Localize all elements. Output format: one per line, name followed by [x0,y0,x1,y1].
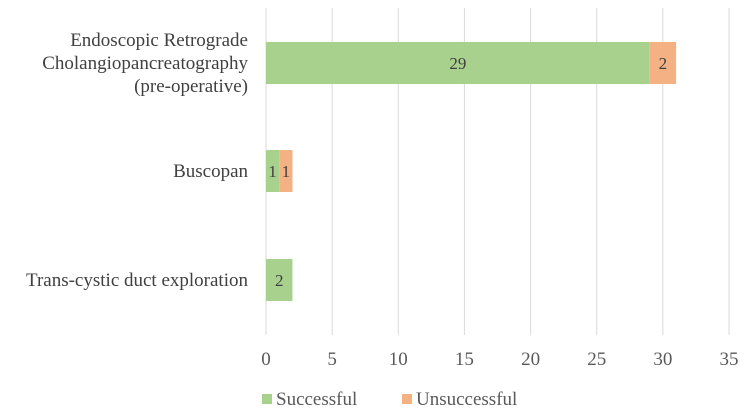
bar-successful [266,259,293,301]
category-label: Endoscopic Retrograde [70,30,248,51]
category-label: Trans-cystic duct exploration [26,270,248,291]
data-label: 1 [282,162,291,181]
bar-successful [266,42,650,84]
data-label: 2 [659,54,668,73]
legend: Successful Unsuccessful [262,389,517,410]
legend-swatch-unsuccessful [402,394,412,404]
x-tick-label: 10 [389,349,408,370]
x-tick-label: 5 [327,349,337,370]
bars [266,42,677,301]
x-tick-label: 0 [261,349,271,370]
x-tick-label: 30 [653,349,672,370]
x-axis-ticks: 0 5 10 15 20 25 30 35 [261,349,738,370]
x-tick-label: 35 [720,349,739,370]
data-labels: 29 2 1 1 2 [268,54,667,290]
data-label: 29 [449,54,466,73]
bar-unsuccessful [279,150,293,192]
category-labels: Endoscopic RetrogradeCholangiopancreatog… [26,30,248,291]
data-label: 1 [268,162,277,181]
x-tick-label: 15 [455,349,474,370]
category-label: Buscopan [173,161,248,182]
bar-successful [266,150,280,192]
x-tick-label: 25 [587,349,606,370]
category-label: (pre-operative) [134,76,248,97]
legend-label-successful: Successful [276,389,357,410]
legend-swatch-successful [262,394,272,404]
data-label: 2 [275,271,284,290]
legend-label-unsuccessful: Unsuccessful [416,389,517,410]
category-label: Cholangiopancreatography [42,53,248,74]
x-tick-label: 20 [521,349,540,370]
bar-unsuccessful [649,42,677,84]
